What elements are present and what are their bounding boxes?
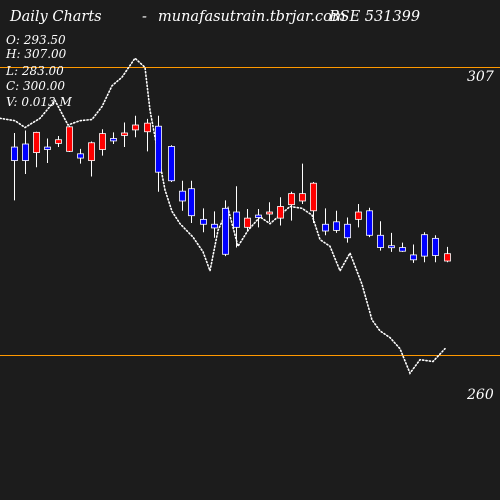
candle-body-down [110, 138, 117, 142]
candle-body-up [299, 193, 306, 202]
low-value: L: 283.00 [5, 64, 64, 78]
candle-body-up [355, 211, 362, 220]
candle-body-up [277, 206, 284, 219]
candle [44, 138, 51, 163]
level-label-high: 307 [467, 69, 494, 85]
open-value: O: 293.50 [6, 33, 66, 47]
candle-body-down [179, 190, 186, 202]
candle-body-down [432, 237, 439, 256]
candle-body-up [444, 253, 451, 262]
candle [222, 200, 229, 257]
candle [200, 208, 207, 233]
candle-body-up [244, 217, 251, 228]
candle-body-down [22, 143, 29, 161]
candle [33, 131, 40, 168]
candle-body-up [99, 133, 106, 150]
candle [322, 208, 329, 236]
candles [11, 115, 451, 263]
stock-symbol: BSE 531399 [328, 9, 420, 25]
high-value: H: 307.00 [5, 47, 67, 61]
candle-body-down [11, 146, 18, 161]
level-label-low: 260 [466, 387, 494, 403]
close-value: C: 300.00 [6, 79, 65, 93]
candle [432, 235, 439, 263]
candle [310, 181, 317, 224]
candle [144, 118, 151, 152]
candle-body-up [144, 122, 151, 133]
candle [77, 148, 84, 164]
candle [155, 115, 162, 192]
candle-body-down [233, 211, 240, 228]
candle [266, 202, 273, 222]
candle [421, 232, 428, 263]
candle [11, 132, 18, 201]
candle-body-down [188, 188, 195, 217]
candle [211, 211, 218, 238]
candle-body-up [288, 193, 295, 206]
candle [333, 210, 340, 233]
candle [121, 122, 128, 148]
candle-body-up [121, 132, 128, 136]
candle [444, 246, 451, 263]
candle-body-up [55, 139, 62, 144]
candle [99, 129, 106, 156]
candle-body-down [333, 221, 340, 231]
candle-body-down [322, 223, 329, 232]
candle [168, 145, 175, 182]
candle-body-up [66, 126, 73, 152]
candle-body-down [44, 146, 51, 150]
candle-body-down [377, 234, 384, 248]
candle-body-down [366, 210, 373, 236]
candle [179, 180, 186, 211]
candle-body-down [200, 218, 207, 225]
candle [88, 141, 95, 177]
candle-body-down [388, 245, 395, 249]
candle [388, 232, 395, 252]
candle [132, 115, 139, 138]
candle-body-down [222, 207, 229, 255]
candle-body-down [168, 146, 175, 182]
candle-body-up [266, 211, 273, 215]
candle-body-down [211, 223, 218, 229]
candle [410, 244, 417, 263]
candle-body-up [88, 142, 95, 161]
candle [399, 242, 406, 252]
candle-body-down [155, 125, 162, 173]
candle-body-up [310, 182, 317, 212]
candle-body-down [399, 247, 406, 252]
candle-body-down [421, 234, 428, 257]
candle [22, 130, 29, 175]
candle [110, 132, 117, 144]
candle [299, 163, 306, 205]
candle [366, 207, 373, 238]
candle [188, 180, 195, 224]
chart-title: Daily Charts [9, 9, 102, 25]
candle-body-up [132, 124, 139, 131]
candle [233, 186, 240, 248]
source-domain: munafasutrain.tbrjar.com [158, 9, 346, 25]
candle-body-up [33, 131, 40, 153]
candle [344, 217, 351, 243]
candle-body-down [255, 214, 262, 218]
candle [55, 136, 62, 148]
candle [355, 204, 362, 228]
candle [288, 191, 295, 221]
candle [244, 208, 251, 232]
candle [66, 125, 73, 152]
candle-body-down [410, 254, 417, 261]
candle [377, 221, 384, 251]
candle-body-down [344, 223, 351, 239]
header-dash: - [142, 9, 147, 25]
candle-body-down [77, 153, 84, 159]
volume-value: V: 0.013 M [6, 95, 72, 109]
candle [255, 208, 262, 228]
candle [277, 197, 284, 226]
level-lines [0, 67, 500, 356]
